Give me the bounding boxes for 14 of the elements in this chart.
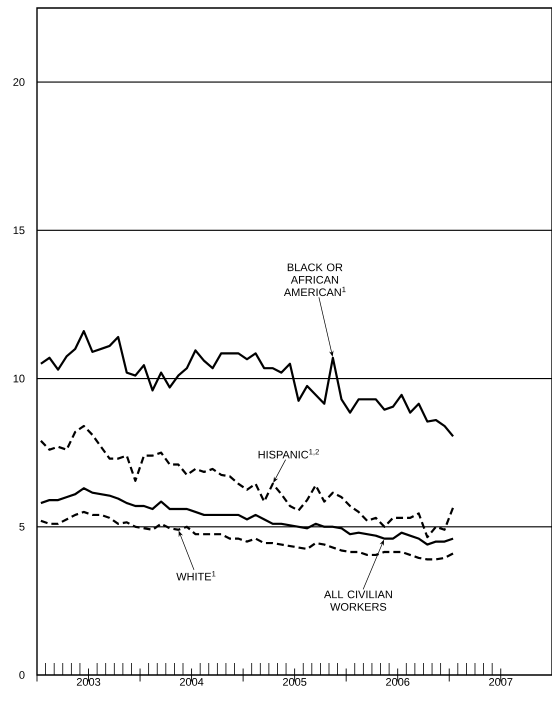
y-tick-label: 10 bbox=[14, 374, 25, 382]
x-tick-label: 2005 bbox=[283, 678, 306, 686]
text: WHITE$^{1}$ bbox=[176, 571, 216, 580]
y-tick-label: 5 bbox=[19, 522, 25, 531]
text: HISPANIC$^{1,2}$ bbox=[258, 449, 319, 459]
text: BLACK OR AFRICAN AMERICAN$^{1}$ bbox=[284, 263, 346, 296]
x-tick-label: 2006 bbox=[386, 678, 410, 686]
y-tick-label: 20 bbox=[13, 78, 25, 86]
x-tick-label: 2007 bbox=[489, 678, 512, 686]
x-tick-label: 2003 bbox=[76, 678, 100, 686]
x-tick-label: 2004 bbox=[180, 678, 204, 686]
text: ALL CIVILIAN WORKERS bbox=[324, 590, 392, 611]
y-tick-label: 0 bbox=[19, 671, 25, 679]
y-tick-label: 15 bbox=[14, 226, 25, 234]
